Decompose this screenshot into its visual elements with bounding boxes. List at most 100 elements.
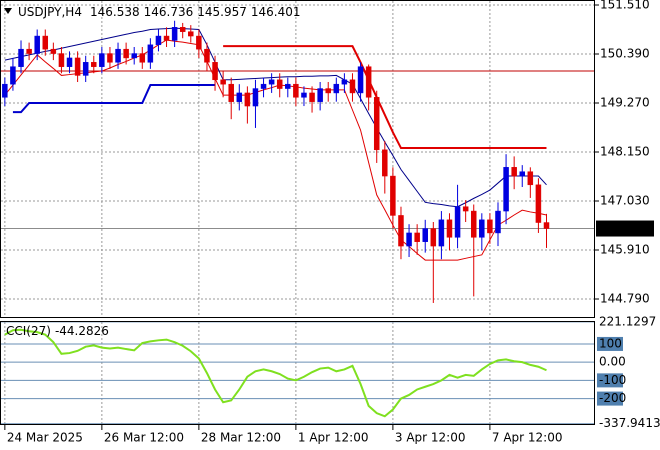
candle-body: [18, 48, 24, 67]
candle-body: [276, 79, 283, 89]
cci-frame: [0, 321, 595, 425]
candle-body: [244, 92, 251, 107]
candle-body: [341, 79, 348, 85]
candle-body: [107, 53, 113, 63]
y-tick-label: 145.910: [600, 243, 650, 257]
candle-body: [479, 219, 485, 238]
symbol-info: USDJPY,H4 146.538 146.736 145.957 146.401: [18, 5, 300, 19]
x-tick-label: 28 Mar 12:00: [201, 431, 281, 445]
candle-body: [382, 149, 388, 177]
candle-body: [511, 167, 517, 177]
last-price-label: 146.401: [599, 221, 649, 235]
y-tick-label: 221.1297: [599, 314, 656, 328]
menu-arrow: [4, 8, 12, 14]
candle-body: [91, 62, 97, 67]
y-tick-label: 144.790: [600, 292, 650, 306]
candle-body: [414, 232, 420, 242]
candle-body: [147, 44, 154, 63]
candle-body: [2, 83, 8, 98]
candle-body: [430, 228, 437, 247]
candle-body: [487, 219, 493, 234]
candle-body: [333, 83, 340, 94]
indicator-line: [12, 84, 216, 114]
candle-body: [34, 35, 40, 54]
candle-body: [204, 48, 210, 63]
candle-body: [422, 228, 428, 242]
y-tick-label: 0.00: [599, 355, 626, 369]
level-label-bg: [597, 373, 623, 388]
candle-body: [155, 35, 162, 46]
ohlc-close: 146.401: [251, 5, 301, 19]
candle-body: [26, 48, 32, 54]
candle-body: [317, 88, 323, 102]
candle-body: [123, 48, 129, 59]
candle-body: [196, 35, 202, 50]
candle-body: [115, 48, 121, 63]
candle-body: [212, 62, 218, 81]
candle-body: [543, 222, 550, 229]
candle-body: [252, 88, 259, 107]
cci-name: CCI(27): [6, 324, 51, 338]
candle-body: [82, 62, 89, 76]
candle-body: [446, 219, 453, 238]
candle-body: [58, 53, 65, 67]
candle-body: [50, 48, 57, 54]
candle-body: [188, 31, 194, 37]
y-tick-label: -100: [599, 373, 626, 387]
candle-body: [10, 66, 16, 85]
candle-body: [179, 27, 186, 32]
candle-body: [365, 66, 372, 98]
candle-body: [293, 83, 299, 98]
cci-value: -44.2826: [55, 324, 109, 338]
x-tick-label: 7 Apr 12:00: [492, 431, 563, 445]
cci-line: [4, 328, 547, 418]
candle-body: [535, 184, 542, 223]
candle-body: [503, 167, 509, 212]
candle-body: [390, 175, 396, 216]
indicator-line: [223, 45, 547, 150]
candle-body: [519, 171, 525, 177]
candle-body: [139, 53, 146, 63]
indicator-line: [4, 39, 547, 261]
x-tick-label: 26 Mar 12:00: [104, 431, 184, 445]
candle-body: [398, 215, 404, 247]
candle-body: [309, 92, 315, 102]
cci-info: CCI(27) -44.2826: [6, 324, 109, 338]
x-tick-label: 3 Apr 12:00: [395, 431, 466, 445]
symbol: USDJPY,H4: [18, 5, 82, 19]
candle-body: [236, 92, 243, 102]
y-tick-label: -200: [599, 391, 626, 405]
candle-body: [220, 79, 226, 85]
candle-body: [131, 53, 137, 59]
y-tick-label: 147.030: [600, 194, 650, 208]
x-tick-label: 24 Mar 2025: [7, 431, 83, 445]
ohlc-high: 146.736: [144, 5, 194, 19]
candle-body: [268, 79, 275, 85]
last-price-bg: [596, 220, 654, 237]
candle-body: [228, 83, 234, 102]
candle-body: [260, 83, 267, 89]
candle-body: [171, 27, 178, 41]
y-tick-label: -337.9413: [599, 416, 660, 430]
candle-body: [406, 232, 412, 247]
candle-body: [454, 206, 461, 238]
candle-body: [163, 35, 170, 41]
y-tick-label: 151.510: [600, 0, 650, 11]
y-tick-label: 150.390: [600, 46, 650, 60]
candle-body: [527, 171, 534, 186]
main-frame: [0, 0, 595, 318]
x-tick-label: 1 Apr 12:00: [298, 431, 369, 445]
candle-body: [99, 53, 105, 67]
ohlc-open: 146.538: [90, 5, 140, 19]
candle-body: [285, 83, 291, 89]
candle-body: [438, 219, 445, 247]
ohlc-low: 145.957: [197, 5, 247, 19]
candle-body: [42, 35, 49, 50]
candle-body: [495, 210, 501, 234]
candle-body: [470, 210, 477, 238]
candle-body: [357, 66, 364, 94]
